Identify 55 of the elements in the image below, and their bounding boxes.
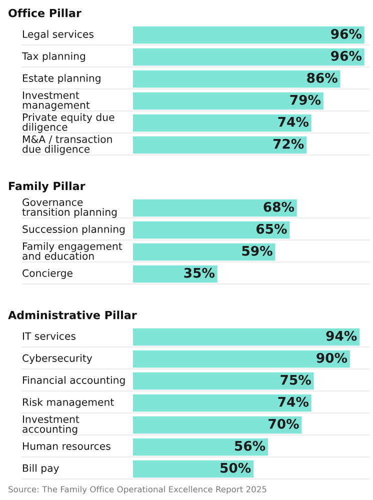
category-label: Investment accounting [22, 416, 80, 435]
data-label: 56% [234, 440, 266, 451]
category-label: Governance transition planning [22, 198, 117, 218]
category-label: Succession planning [22, 225, 125, 235]
chart-title: Office Pillar [8, 8, 82, 18]
chart-title: Administrative Pillar [8, 310, 137, 320]
chart-title: Family Pillar [9, 182, 86, 192]
bar [133, 372, 314, 390]
bar [133, 350, 350, 368]
bar [133, 460, 254, 478]
category-label: Bill pay [22, 464, 59, 474]
bar [133, 136, 307, 154]
data-label: 70% [268, 418, 299, 429]
data-label: 35% [184, 268, 215, 278]
data-label: 96% [331, 28, 362, 39]
category-label: Legal services [22, 30, 94, 40]
data-label: 74% [278, 116, 309, 127]
category-label: Financial accounting [22, 376, 125, 386]
category-label: IT services [22, 332, 76, 340]
bar [133, 199, 297, 217]
category-label: Cybersecurity [22, 354, 92, 364]
data-label: 86% [307, 72, 338, 83]
data-label: 65% [256, 224, 287, 234]
bar [133, 92, 324, 110]
data-label: 79% [290, 94, 321, 105]
bar [133, 265, 218, 283]
data-label: 94% [326, 330, 357, 341]
category-label: Tax planning [22, 52, 86, 62]
bar [133, 438, 268, 456]
data-label: 90% [316, 352, 348, 363]
bar [133, 48, 364, 66]
source-note: Source: The Family Office Operational Excellence Report 2025 [8, 486, 266, 494]
bar [133, 394, 312, 412]
bar [133, 70, 340, 88]
data-label: 96% [331, 50, 362, 61]
data-label: 50% [220, 462, 251, 473]
category-label: M&A / transaction due diligence [22, 135, 112, 155]
bar [133, 221, 290, 239]
data-label: 75% [280, 374, 311, 385]
data-label: 72% [273, 138, 304, 149]
category-label: Family engagement and education [22, 242, 122, 260]
bar [133, 114, 312, 132]
category-label: Concierge [22, 269, 72, 279]
data-label: 74% [278, 396, 309, 407]
category-label: Estate planning [22, 74, 100, 84]
data-label: 68% [264, 202, 294, 212]
category-label: Human resources [22, 442, 110, 450]
category-label: Private equity due diligence [22, 113, 114, 133]
category-label: Risk management [22, 398, 114, 408]
bar [133, 243, 276, 261]
bar [133, 26, 364, 44]
data-label: 59% [242, 246, 272, 256]
category-label: Investment management [22, 92, 90, 111]
bar [133, 328, 360, 346]
bar [133, 416, 302, 434]
